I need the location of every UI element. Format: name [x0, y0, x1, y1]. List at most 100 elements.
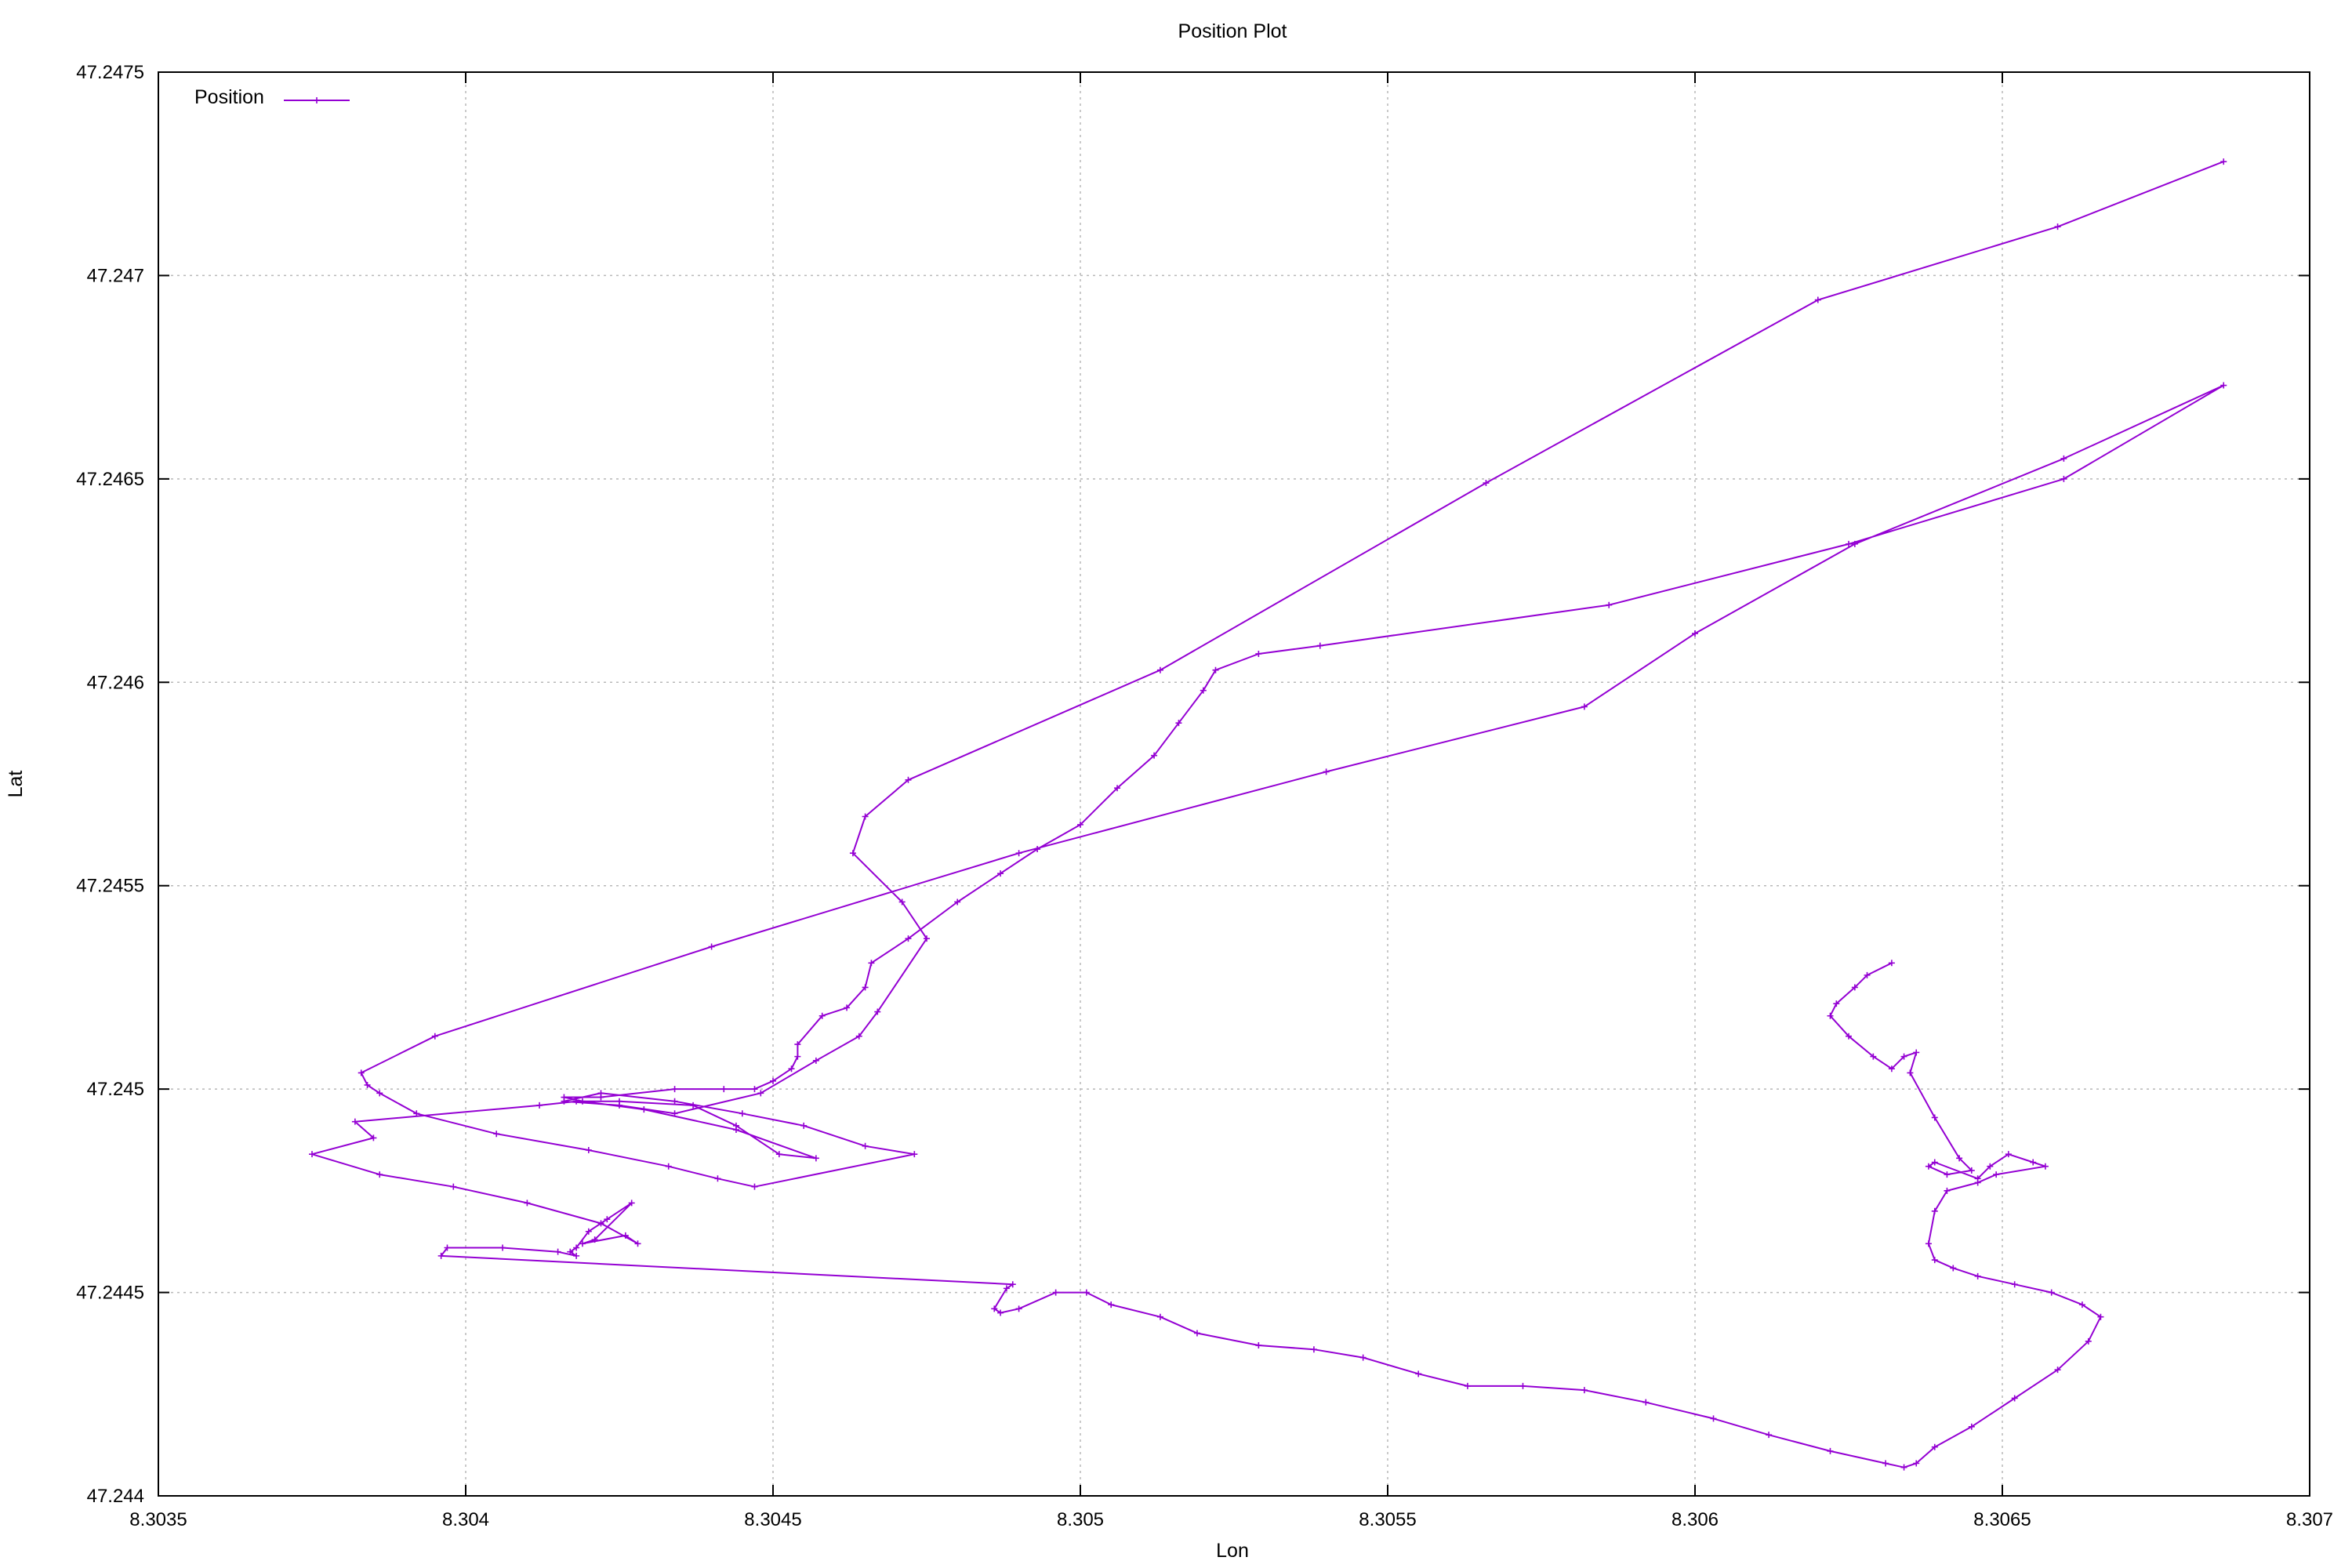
data-point — [573, 1244, 580, 1251]
data-point — [1974, 1272, 1981, 1279]
data-point — [2060, 455, 2067, 462]
x-tick-label: 8.305 — [1057, 1509, 1104, 1530]
data-point — [1956, 1155, 1963, 1162]
data-point — [1083, 1289, 1090, 1296]
x-tick-label: 8.307 — [2286, 1509, 2333, 1530]
x-tick-label: 8.3065 — [1973, 1509, 2031, 1530]
data-point — [591, 1236, 598, 1243]
data-point — [2220, 158, 2227, 165]
data-point — [1987, 1163, 1994, 1170]
data-point — [991, 1305, 998, 1312]
data-point — [1052, 1289, 1059, 1296]
data-point — [493, 1131, 500, 1138]
data-point — [708, 943, 715, 950]
data-point — [431, 1033, 438, 1040]
y-tick-label: 47.247 — [87, 265, 144, 286]
data-point — [1993, 1171, 2000, 1178]
data-point — [1323, 768, 1330, 775]
data-point — [1316, 642, 1323, 649]
data-point — [862, 1142, 869, 1149]
data-point — [818, 1012, 826, 1019]
data-point — [579, 1240, 586, 1247]
data-point — [499, 1244, 506, 1251]
data-point — [1900, 1053, 1907, 1060]
data-point — [1581, 703, 1588, 710]
data-point — [1766, 1432, 1773, 1439]
data-point — [370, 1134, 377, 1142]
data-point — [898, 898, 906, 906]
data-point — [309, 1151, 315, 1158]
data-point — [573, 1252, 580, 1259]
data-point — [1114, 785, 1121, 792]
legend-label: Position — [194, 86, 264, 108]
data-point — [597, 1220, 604, 1227]
data-point — [671, 1098, 678, 1105]
data-point — [1931, 1207, 1938, 1214]
data-point — [794, 1053, 801, 1060]
data-point — [616, 1102, 622, 1109]
data-point — [812, 1155, 819, 1162]
x-tick-label: 8.306 — [1671, 1509, 1719, 1530]
data-point — [1034, 846, 1041, 853]
data-point — [671, 1086, 678, 1093]
y-tick-labels: 47.244 47.2445 47.245 47.2455 47.246 47.2465 4… — [76, 62, 144, 1507]
data-point — [788, 1065, 795, 1073]
data-point — [628, 1200, 635, 1207]
data-point — [437, 1252, 445, 1259]
data-point — [1925, 1163, 1932, 1170]
data-point — [1003, 1285, 1010, 1292]
data-point — [597, 1090, 604, 1097]
data-point — [849, 850, 856, 857]
data-point — [536, 1102, 543, 1109]
data-point — [1415, 1370, 1422, 1377]
data-point — [1882, 1460, 1889, 1467]
chart-title: Position Plot — [1178, 20, 1287, 42]
x-tick-label: 8.3055 — [1359, 1509, 1416, 1530]
data-point — [1015, 1305, 1022, 1312]
series-layer — [309, 158, 2227, 1471]
data-point — [1483, 480, 1490, 487]
data-point — [1974, 1179, 1981, 1186]
data-point — [1193, 1330, 1200, 1337]
data-point — [1968, 1423, 1975, 1430]
data-point — [794, 1041, 801, 1048]
data-point — [376, 1090, 383, 1097]
data-point — [905, 776, 912, 783]
data-point — [1913, 1460, 1920, 1467]
series-line-position — [311, 161, 2225, 1468]
data-point — [1913, 1049, 1920, 1056]
data-point — [1212, 666, 1219, 673]
grid-layer — [158, 72, 2310, 1496]
data-point — [1907, 1069, 1914, 1076]
data-point — [1888, 1065, 1895, 1073]
data-point — [800, 1122, 808, 1129]
plot-frame — [158, 71, 2310, 1497]
data-point — [1846, 1033, 1852, 1040]
data-point — [1925, 1240, 1932, 1247]
data-point — [690, 1102, 697, 1109]
data-point — [1606, 601, 1613, 608]
y-tick-label: 47.245 — [87, 1079, 144, 1100]
data-point — [732, 1127, 739, 1134]
data-point — [641, 1106, 648, 1113]
legend-point-marker — [314, 97, 320, 103]
data-point — [351, 1118, 358, 1125]
data-point — [604, 1216, 611, 1223]
data-point — [567, 1248, 574, 1255]
x-tick-label: 8.304 — [442, 1509, 489, 1530]
data-point — [665, 1163, 672, 1170]
data-point — [2042, 1163, 2049, 1170]
y-tick-label: 47.244 — [87, 1486, 144, 1507]
data-point — [1827, 1012, 1834, 1019]
y-tick-label: 47.2465 — [76, 469, 144, 490]
data-point — [1833, 1000, 1840, 1007]
data-point — [2097, 1313, 2104, 1320]
data-point — [1519, 1382, 1526, 1389]
data-point — [714, 1175, 721, 1182]
data-point — [554, 1248, 561, 1255]
data-point — [757, 1090, 764, 1097]
data-point — [585, 1146, 592, 1153]
data-point — [1968, 1167, 1975, 1174]
data-point — [524, 1200, 531, 1207]
